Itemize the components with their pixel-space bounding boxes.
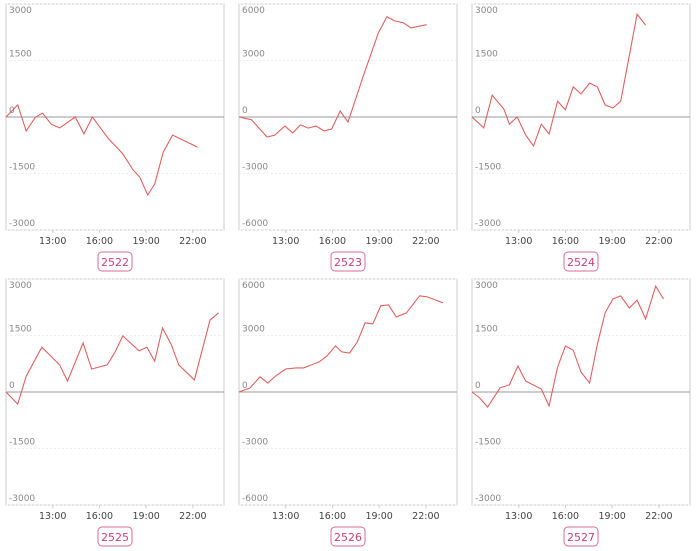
x-tick-label: 13:00 bbox=[505, 511, 532, 522]
x-tick-label: 16:00 bbox=[319, 236, 346, 247]
x-tick-label: 19:00 bbox=[132, 511, 159, 522]
y-tick-label: -3000 bbox=[9, 219, 35, 229]
x-tick-label: 19:00 bbox=[132, 236, 159, 247]
x-tick-label: 13:00 bbox=[505, 236, 532, 247]
y-tick-label: 3000 bbox=[242, 325, 265, 335]
chart-button bbox=[563, 251, 599, 272]
y-tick-label: 0 bbox=[475, 381, 481, 391]
y-tick-label: -3000 bbox=[242, 163, 268, 173]
y-tick-label: -3000 bbox=[475, 219, 501, 229]
y-tick-label: 0 bbox=[9, 381, 15, 391]
chart-button bbox=[97, 251, 133, 272]
y-tick-label: -3000 bbox=[242, 438, 268, 448]
x-tick-label: 13:00 bbox=[272, 511, 299, 522]
x-tick-label: 19:00 bbox=[598, 511, 625, 522]
x-tick-label: 19:00 bbox=[365, 236, 392, 247]
y-tick-label: -6000 bbox=[242, 219, 268, 229]
chart-title: 2527 bbox=[567, 531, 595, 544]
x-tick-label: 16:00 bbox=[319, 511, 346, 522]
series-line bbox=[238, 295, 444, 393]
chart-title: 2524 bbox=[567, 256, 595, 269]
x-tick-label: 19:00 bbox=[365, 511, 392, 522]
x-tick-label: 13:00 bbox=[39, 236, 66, 247]
chart-button bbox=[563, 526, 599, 547]
chart-title: 2523 bbox=[334, 256, 362, 269]
y-tick-label: 6000 bbox=[242, 281, 265, 291]
chart-button bbox=[97, 526, 133, 547]
chart-title: 2525 bbox=[101, 531, 129, 544]
x-tick-label: 22:00 bbox=[412, 511, 439, 522]
y-tick-label: 3000 bbox=[9, 6, 32, 16]
series-line bbox=[471, 12, 647, 148]
y-tick-label: 0 bbox=[475, 106, 481, 116]
x-tick-label: 19:00 bbox=[598, 236, 625, 247]
y-tick-label: -1500 bbox=[475, 163, 501, 173]
y-tick-label: 3000 bbox=[475, 6, 498, 16]
y-tick-label: 0 bbox=[242, 381, 248, 391]
series-line bbox=[5, 103, 198, 197]
series-line bbox=[5, 312, 219, 406]
y-tick-label: 1500 bbox=[9, 50, 32, 60]
x-tick-label: 22:00 bbox=[179, 511, 206, 522]
y-tick-label: -1500 bbox=[475, 438, 501, 448]
x-tick-label: 16:00 bbox=[86, 236, 113, 247]
chart-title: 2526 bbox=[334, 531, 362, 544]
x-tick-label: 13:00 bbox=[272, 236, 299, 247]
y-tick-label: 1500 bbox=[9, 325, 32, 335]
y-tick-label: 3000 bbox=[9, 281, 32, 291]
series-line bbox=[238, 16, 427, 138]
y-tick-label: 3000 bbox=[475, 281, 498, 291]
x-tick-label: 16:00 bbox=[552, 511, 579, 522]
series-line bbox=[471, 284, 664, 409]
chart-button bbox=[330, 251, 366, 272]
y-tick-label: -1500 bbox=[9, 438, 35, 448]
chart-title: 2522 bbox=[101, 256, 129, 269]
y-tick-label: 6000 bbox=[242, 6, 265, 16]
x-tick-label: 16:00 bbox=[552, 236, 579, 247]
chart-button bbox=[330, 526, 366, 547]
x-tick-label: 22:00 bbox=[412, 236, 439, 247]
y-tick-label: -3000 bbox=[475, 494, 501, 504]
y-tick-label: -1500 bbox=[9, 163, 35, 173]
y-tick-label: -6000 bbox=[242, 494, 268, 504]
x-tick-label: 22:00 bbox=[645, 511, 672, 522]
x-tick-label: 16:00 bbox=[86, 511, 113, 522]
y-tick-label: -3000 bbox=[9, 494, 35, 504]
x-tick-label: 22:00 bbox=[179, 236, 206, 247]
y-tick-label: 3000 bbox=[242, 50, 265, 60]
y-tick-label: 0 bbox=[242, 106, 248, 116]
y-tick-label: 1500 bbox=[475, 50, 498, 60]
x-tick-label: 13:00 bbox=[39, 511, 66, 522]
y-tick-label: 1500 bbox=[475, 325, 498, 335]
x-tick-label: 22:00 bbox=[645, 236, 672, 247]
